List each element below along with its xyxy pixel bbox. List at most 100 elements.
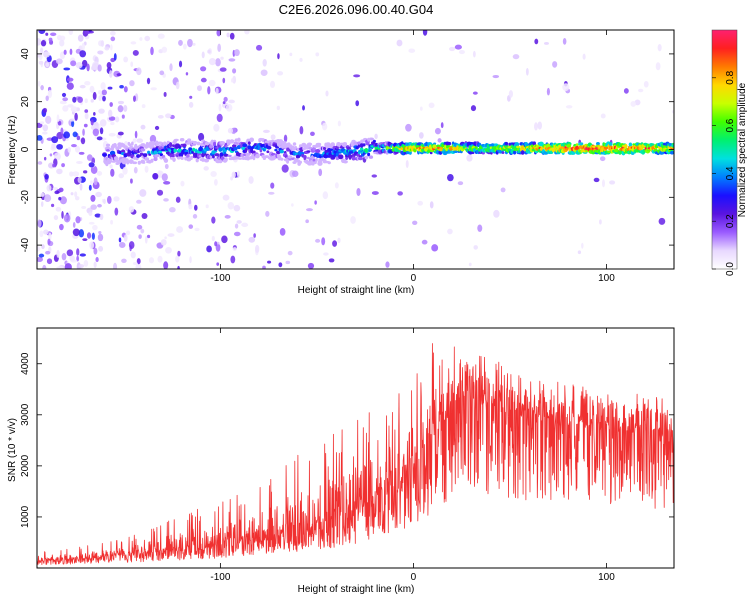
heatmap-cell — [52, 163, 57, 168]
heatmap-ridge-cell — [249, 137, 255, 142]
heatmap-ridge-cell — [516, 145, 521, 149]
heatmap-ridge-cell — [153, 157, 158, 162]
heatmap-cell — [89, 241, 95, 250]
heatmap-cell — [67, 146, 71, 153]
heatmap-ridge-cell — [623, 143, 628, 149]
heatmap-cell — [299, 126, 304, 135]
heatmap-ridge-cell — [184, 156, 188, 161]
heatmap-ridge-cell — [595, 141, 600, 146]
heatmap-ridge-cell — [448, 141, 452, 146]
heatmap-ridge-cell — [277, 154, 282, 159]
heatmap-ridge-cell — [190, 155, 193, 161]
heatmap-cell — [194, 204, 198, 211]
heatmap-ridge-cell — [339, 146, 345, 149]
heatmap-cell — [154, 125, 160, 130]
heatmap-cell — [71, 144, 77, 148]
heatmap-cell — [45, 115, 52, 125]
heatmap-cell — [253, 233, 256, 238]
heatmap-cell — [405, 123, 412, 132]
heatmap-ridge-cell — [200, 142, 204, 147]
heatmap-cell — [623, 88, 629, 94]
heatmap-cell — [418, 132, 424, 139]
heatmap-cell — [534, 38, 539, 45]
heatmap-ridge-cell — [179, 138, 185, 142]
heatmap-cell — [582, 53, 586, 60]
heatmap-cell — [321, 237, 326, 246]
heatmap-ridge-cell — [219, 152, 224, 157]
heatmap-cell — [37, 53, 42, 58]
heatmap-cell — [43, 156, 47, 161]
heatmap-ridge-cell — [343, 160, 348, 164]
heatmap-ridge-cell — [322, 146, 327, 150]
heatmap-cell — [86, 154, 93, 161]
heatmap-cell — [122, 166, 128, 175]
heatmap-ridge-cell — [147, 150, 151, 155]
x-tick-label: 100 — [598, 273, 615, 284]
heatmap-cell — [76, 248, 80, 256]
heatmap-cell — [79, 50, 87, 58]
heatmap-cell — [175, 255, 180, 263]
heatmap-cell — [81, 206, 87, 209]
heatmap-cell — [88, 184, 92, 191]
heatmap-cell — [458, 49, 465, 55]
heatmap-cell — [90, 180, 93, 184]
heatmap-cell — [260, 69, 268, 76]
snr-x-ticks: -100 0 100 — [210, 328, 615, 583]
heatmap-ridge-cell — [145, 157, 150, 161]
heatmap-cell — [222, 194, 230, 201]
heatmap-cell — [577, 250, 582, 255]
heatmap-ridge-cell — [353, 141, 359, 146]
heatmap-cell — [306, 208, 313, 212]
heatmap-cell — [99, 119, 107, 127]
heatmap-cell — [37, 245, 41, 252]
heatmap-cell — [428, 102, 435, 109]
heatmap-cell — [78, 264, 85, 268]
heatmap-cell — [88, 162, 95, 168]
snr-y-axis-label: SNR (10 * v/v) — [7, 418, 18, 482]
heatmap-ridge-cell — [163, 158, 169, 163]
heatmap-cell — [79, 183, 83, 191]
heatmap-cell — [175, 81, 180, 90]
spectrogram-y-axis-label: Frequency (Hz) — [7, 116, 18, 185]
heatmap-cell — [70, 192, 74, 196]
heatmap-ridge-cell — [252, 155, 256, 161]
heatmap-ridge-cell — [408, 150, 412, 155]
heatmap-cell — [77, 96, 83, 103]
heatmap-ridge-cell — [137, 154, 142, 158]
heatmap-ridge-cell — [220, 141, 226, 145]
heatmap-ridge-cell — [233, 146, 238, 151]
heatmap-cell — [108, 132, 116, 137]
x-tick-label: 0 — [411, 572, 417, 583]
heatmap-cell — [200, 77, 207, 83]
heatmap-cell — [287, 250, 293, 256]
heatmap-cell — [537, 121, 543, 130]
heatmap-cell — [218, 103, 222, 112]
heatmap-cell — [95, 257, 99, 263]
heatmap-cell — [371, 191, 379, 195]
x-tick-label: -100 — [210, 572, 230, 583]
heatmap-ridge-cell — [338, 154, 344, 160]
heatmap-cell — [385, 261, 390, 268]
heatmap-cell — [83, 260, 89, 267]
heatmap-cell — [146, 77, 151, 85]
heatmap-cell — [110, 36, 116, 42]
heatmap-cell — [180, 180, 185, 187]
heatmap-cell — [277, 71, 284, 76]
heatmap-ridge-cell — [188, 147, 193, 152]
heatmap-ridge-cell — [669, 151, 674, 155]
heatmap-cell — [98, 90, 102, 95]
heatmap-cell — [152, 172, 159, 180]
heatmap-cell — [110, 44, 113, 51]
heatmap-cell — [302, 105, 305, 111]
heatmap-cell — [69, 118, 75, 122]
colorbar-tick-label: 0.6 — [725, 118, 736, 132]
snr-series-clip — [37, 343, 674, 565]
heatmap-ridge-cell — [159, 153, 164, 157]
colorbar-ticks: 0.0 0.2 0.4 0.6 0.8 — [712, 70, 736, 276]
heatmap-cell — [216, 30, 222, 37]
heatmap-ridge-cell — [364, 148, 369, 153]
heatmap-cell — [269, 80, 276, 89]
heatmap-cell — [397, 191, 403, 196]
heatmap-cell — [45, 62, 50, 68]
heatmap-ridge-cell — [525, 143, 529, 147]
